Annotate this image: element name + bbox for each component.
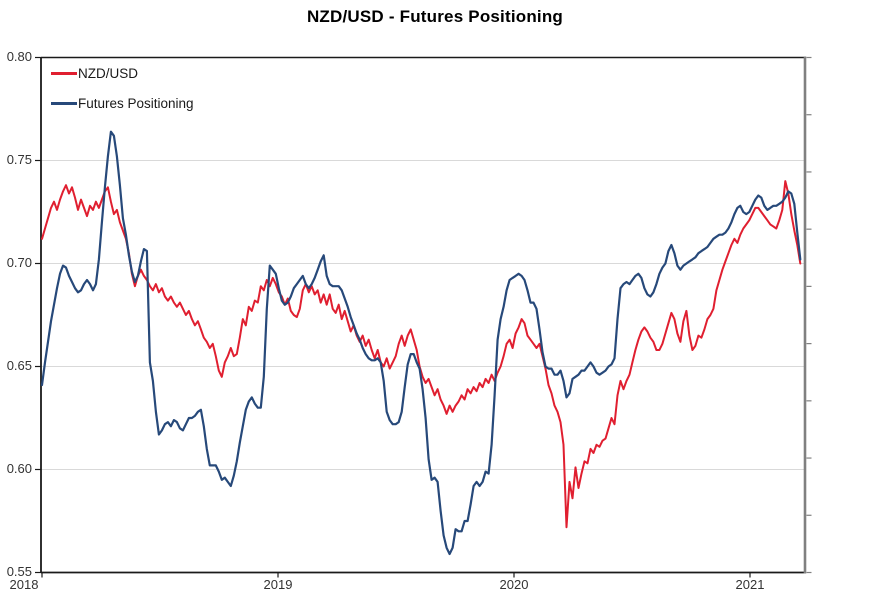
x-tick-label: 2018 <box>9 577 39 592</box>
legend: NZD/USD Futures Positioning <box>51 65 194 125</box>
nzdusd-line-swatch-icon <box>51 71 77 75</box>
y-tick-label: 0.60 <box>6 461 32 476</box>
chart-title: NZD/USD - Futures Positioning <box>306 7 564 26</box>
x-tick-label: 2019 <box>263 577 293 592</box>
legend-label-nzdusd: NZD/USD <box>78 65 138 81</box>
legend-label-futures: Futures Positioning <box>78 95 194 111</box>
y-tick-label: 0.75 <box>6 152 32 167</box>
y-tick-label: 0.80 <box>6 49 32 64</box>
futures-line-swatch-icon <box>51 101 77 105</box>
y-tick-label: 0.55 <box>6 564 32 579</box>
x-tick-label: 2020 <box>499 577 529 592</box>
x-tick-label: 2021 <box>735 577 765 592</box>
legend-item-nzdusd: NZD/USD <box>51 65 194 81</box>
y-tick-label: 0.65 <box>6 358 32 373</box>
legend-item-futures: Futures Positioning <box>51 95 194 111</box>
y-tick-label: 0.70 <box>6 255 32 270</box>
